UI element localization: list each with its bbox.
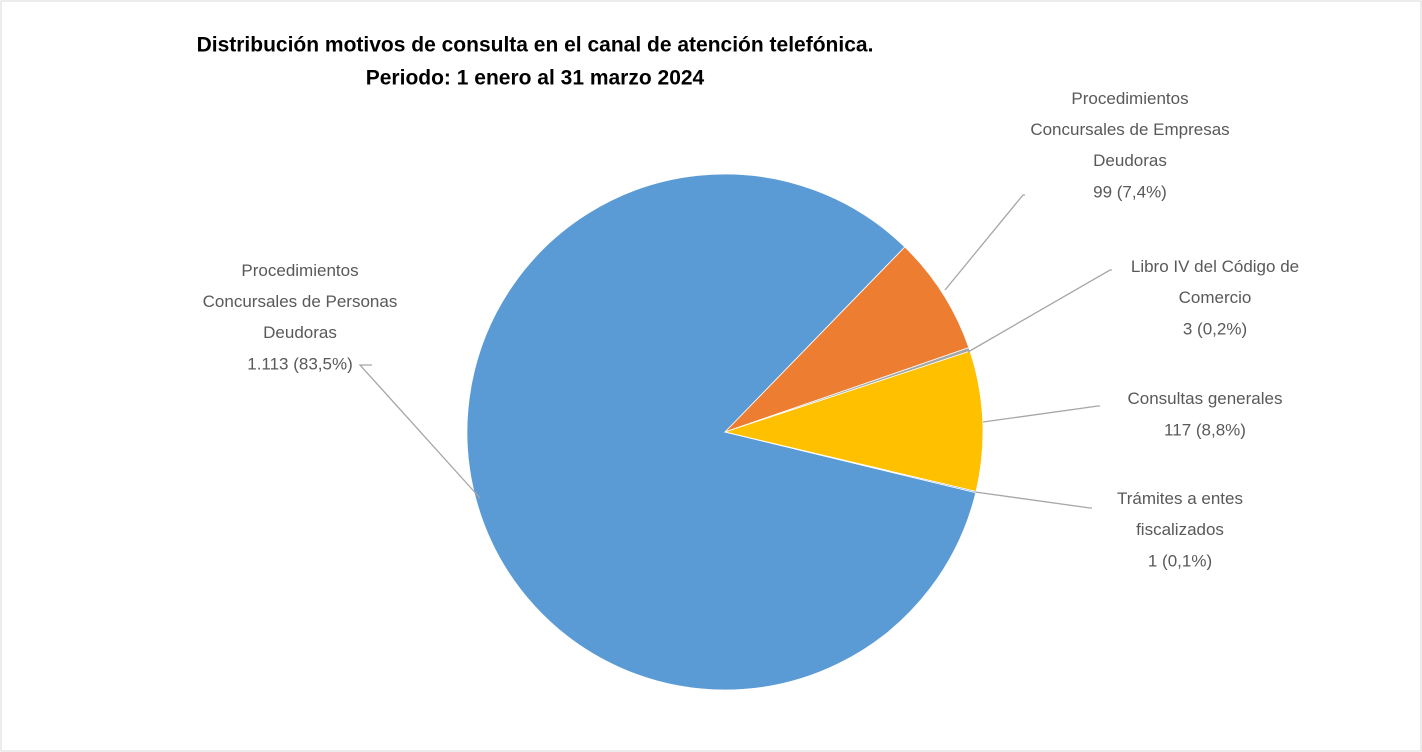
value-label: 117 (8,8%): [1164, 420, 1246, 439]
pie-slice: [466, 173, 977, 691]
category-label: Consultas generales: [1128, 389, 1283, 408]
value-label: 3 (0,2%): [1183, 319, 1247, 338]
category-label: Trámites a entes fiscalizados: [1117, 489, 1243, 539]
leader-line: [944, 194, 1025, 291]
pie-slice: [724, 246, 970, 433]
leader-line: [982, 405, 1100, 423]
chart-subtitle: Periodo: 1 enero al 31 marzo 2024: [366, 67, 705, 90]
value-label: 1 (0,1%): [1148, 551, 1212, 570]
leader-line: [967, 269, 1112, 353]
category-label: Libro IV del Código de Comercio: [1131, 257, 1299, 307]
chart-title: Distribución motivos de consulta en el c…: [197, 34, 874, 57]
leader-line: [974, 491, 1092, 509]
category-label: Procedimientos Concursales de Empresas Deu…: [1030, 89, 1229, 170]
value-label: 99 (7,4%): [1093, 182, 1167, 201]
value-label: 1.113 (83,5%): [247, 354, 353, 373]
pie-slice: [723, 350, 984, 492]
category-label: Procedimientos Concursales de Personas Deu…: [203, 261, 398, 342]
leader-line: [358, 364, 481, 499]
